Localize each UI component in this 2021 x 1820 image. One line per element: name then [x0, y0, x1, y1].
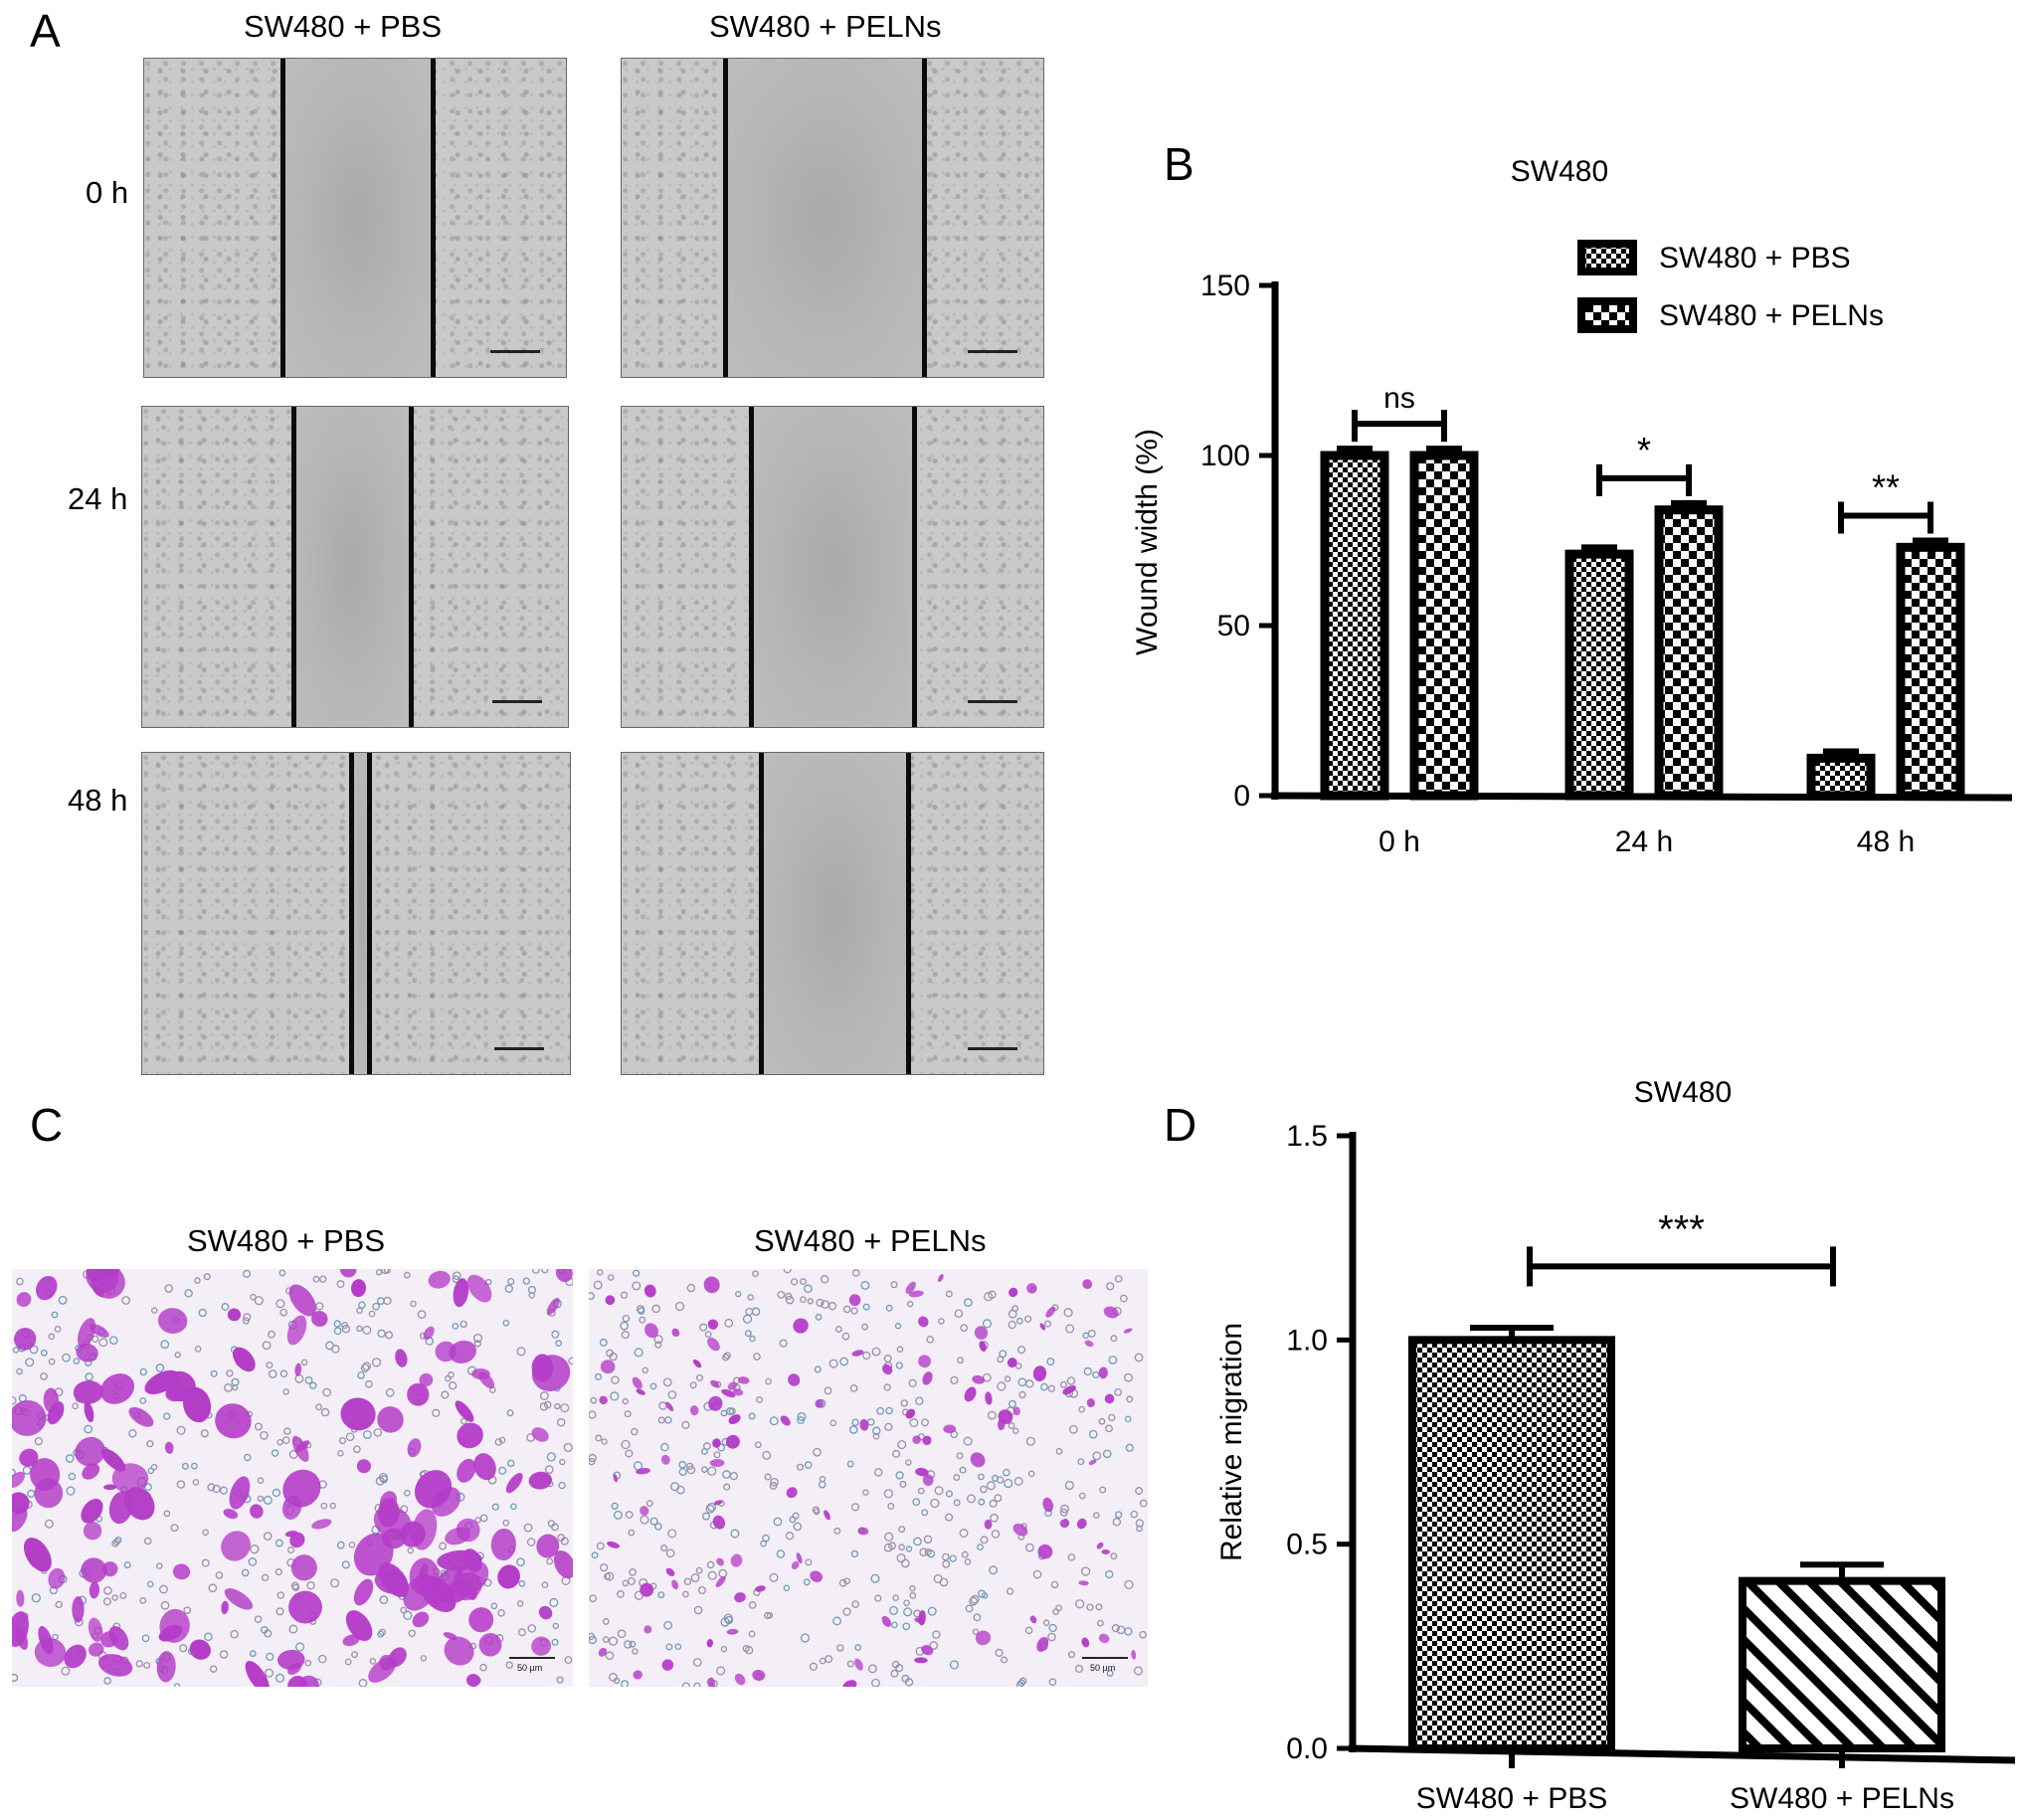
- panel-c-col-label-pbs: SW480 + PBS: [187, 1223, 386, 1258]
- chart-d-sig-label: ***: [1658, 1207, 1705, 1251]
- chart-b-title: SW480: [1511, 155, 1608, 188]
- chart-b-bar-0-2: [1806, 753, 1876, 801]
- wound-image-pelns-24h: [621, 406, 1044, 728]
- chart-b-bar-0-0: [1320, 451, 1389, 801]
- chart-b-ylabel: Wound width (%): [1131, 429, 1164, 655]
- panel-a-row-label-24h: 24 h: [68, 481, 128, 516]
- chart-b-bar-1-2: [1896, 542, 1965, 801]
- chart-d-relative-migration: SW480 0.0 0.5 1.0 1.5 Relative migration SW480…: [1215, 1076, 2016, 1815]
- chart-b-bar-1-0: [1409, 451, 1479, 801]
- panel-c-col-label-pelns: SW480 + PELNs: [754, 1223, 987, 1258]
- chart-d-ytick-label-2: 1.0: [1286, 1324, 1328, 1357]
- chart-b-sig-label-0: ns: [1383, 382, 1415, 415]
- panel-letter-a: A: [30, 5, 61, 57]
- transwell-scale-label-pbs: 50 µm: [517, 1663, 543, 1673]
- panel-a-row-label-48h: 48 h: [68, 783, 128, 818]
- chart-b-legend-label-0: SW480 + PBS: [1659, 242, 1851, 274]
- chart-b-sig-label-1: *: [1637, 430, 1651, 470]
- wound-image-pbs-48h: [141, 752, 571, 1075]
- transwell-image-pelns: 50 µm: [589, 1269, 1148, 1687]
- chart-d-bar-0: [1408, 1336, 1615, 1752]
- chart-b-legend-label-1: SW480 + PELNs: [1659, 299, 1884, 332]
- panel-letter-c: C: [30, 1099, 64, 1151]
- wound-image-pbs-0h: [143, 58, 567, 378]
- panel-letter-b: B: [1164, 138, 1194, 190]
- panel-letter-d: D: [1164, 1099, 1197, 1151]
- chart-d-xtick-label-0: SW480 + PBS: [1416, 1782, 1608, 1815]
- chart-b-ytick-label-1: 50: [1217, 610, 1250, 642]
- chart-d-ylabel: Relative migration: [1215, 1323, 1248, 1561]
- chart-d-ytick-label-1: 0.5: [1286, 1529, 1328, 1561]
- chart-d-ytick-label-3: 1.5: [1286, 1120, 1328, 1153]
- wound-image-pelns-48h: [621, 752, 1044, 1075]
- chart-d-xtick-label-1: SW480 + PELNs: [1730, 1782, 1954, 1815]
- chart-b-ytick-label-0: 0: [1233, 780, 1250, 813]
- chart-b-xtick-label-0: 0 h: [1378, 825, 1420, 858]
- chart-b-xtick-label-1: 24 h: [1615, 825, 1673, 858]
- transwell-image-pbs: 50 µm: [12, 1269, 573, 1687]
- chart-d-title: SW480: [1634, 1076, 1732, 1109]
- chart-b-bar-0-1: [1564, 549, 1634, 801]
- chart-b-xtick-label-2: 48 h: [1857, 825, 1915, 858]
- chart-b-legend-swatch-1: [1577, 297, 1637, 333]
- chart-b-ytick-label-2: 100: [1200, 440, 1250, 472]
- transwell-scale-label-pelns: 50 µm: [1090, 1663, 1116, 1673]
- chart-b-legend-swatch-0: [1577, 240, 1637, 275]
- chart-b-ytick-label-3: 150: [1200, 270, 1250, 302]
- chart-d-bar-1: [1739, 1576, 1945, 1752]
- panel-a-col-label-pelns: SW480 + PELNs: [709, 9, 942, 44]
- chart-d-ytick-label-0: 0.0: [1286, 1732, 1328, 1765]
- chart-b-wound-width: SW480 0 50 100 150 Wound width (%) ns 0 h * 24 h *…: [1131, 155, 2013, 858]
- panel-a-row-label-0h: 0 h: [86, 175, 129, 210]
- chart-b-sig-label-2: **: [1872, 467, 1900, 508]
- wound-image-pelns-0h: [621, 58, 1044, 378]
- wound-image-pbs-24h: [141, 406, 569, 728]
- chart-b-x-axis: [1270, 792, 2013, 802]
- chart-b-bar-1-1: [1654, 505, 1724, 801]
- panel-a-col-label-pbs: SW480 + PBS: [244, 9, 443, 44]
